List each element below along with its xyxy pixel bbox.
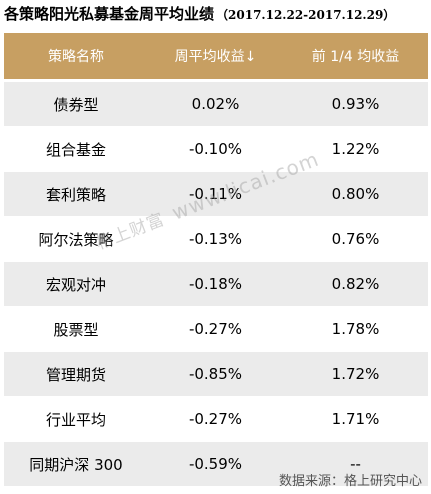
weekly-return-cell: -0.18% bbox=[188, 275, 243, 293]
header-divider bbox=[4, 79, 428, 82]
header-strategy-name: 策略名称 bbox=[48, 49, 104, 65]
strategy-cell: 套利策略 bbox=[45, 185, 106, 204]
title-date-range: （2017.12.22-2017.12.29） bbox=[216, 8, 396, 22]
table-row: 宏观对冲 -0.18% 0.82% bbox=[4, 262, 428, 307]
top-quartile-cell: 1.78% bbox=[331, 320, 380, 338]
title-main: 各策略阳光私募基金周平均业绩 bbox=[4, 5, 215, 23]
table-row: 股票型 -0.27% 1.78% bbox=[4, 307, 428, 352]
page-title: 各策略阳光私募基金周平均业绩 （2017.12.22-2017.12.29） bbox=[4, 3, 395, 25]
top-quartile-cell: -- bbox=[350, 455, 361, 473]
weekly-return-cell: -0.85% bbox=[188, 365, 243, 383]
table-row: 阿尔法策略 -0.13% 0.76% bbox=[4, 217, 428, 262]
top-quartile-cell: 0.93% bbox=[331, 95, 380, 113]
weekly-return-cell: -0.10% bbox=[188, 140, 243, 158]
table-row: 套利策略 -0.11% 0.80% bbox=[4, 172, 428, 217]
top-quartile-cell: 1.22% bbox=[331, 140, 380, 158]
strategy-cell: 组合基金 bbox=[45, 140, 106, 159]
table-row: 行业平均 -0.27% 1.71% bbox=[4, 397, 428, 442]
strategy-cell: 股票型 bbox=[53, 320, 99, 339]
data-source-note: 数据来源：格上研究中心 bbox=[278, 474, 422, 489]
weekly-return-cell: -0.11% bbox=[188, 185, 243, 203]
weekly-return-cell: 0.02% bbox=[191, 95, 240, 113]
header-weekly-avg-return: 周平均收益↓ bbox=[174, 49, 257, 65]
table-row: 债券型 0.02% 0.93% bbox=[4, 82, 428, 127]
weekly-return-cell: -0.27% bbox=[188, 320, 243, 338]
strategy-cell: 债券型 bbox=[53, 95, 99, 114]
strategy-cell: 行业平均 bbox=[45, 410, 106, 429]
table-row: 组合基金 -0.10% 1.22% bbox=[4, 127, 428, 172]
strategy-cell: 同期沪深 300 bbox=[29, 455, 123, 474]
performance-table: 策略名称 周平均收益↓ 前 1/4 均收益 债券型 0.02% 0.93% 组合… bbox=[4, 33, 428, 487]
strategy-cell: 管理期货 bbox=[45, 365, 106, 384]
top-quartile-cell: 0.82% bbox=[331, 275, 380, 293]
top-quartile-cell: 0.76% bbox=[331, 230, 380, 248]
table-header-row: 策略名称 周平均收益↓ 前 1/4 均收益 bbox=[4, 33, 428, 79]
table-row: 同期沪深 300 -0.59% -- bbox=[4, 442, 428, 487]
weekly-return-cell: -0.27% bbox=[188, 410, 243, 428]
weekly-return-cell: -0.13% bbox=[188, 230, 243, 248]
weekly-return-cell: -0.59% bbox=[188, 455, 243, 473]
strategy-cell: 宏观对冲 bbox=[45, 275, 106, 294]
top-quartile-cell: 0.80% bbox=[331, 185, 380, 203]
table-row: 管理期货 -0.85% 1.72% bbox=[4, 352, 428, 397]
top-quartile-cell: 1.71% bbox=[331, 410, 380, 428]
top-quartile-cell: 1.72% bbox=[331, 365, 380, 383]
header-top-quartile-return: 前 1/4 均收益 bbox=[311, 49, 400, 65]
strategy-cell: 阿尔法策略 bbox=[38, 230, 114, 249]
